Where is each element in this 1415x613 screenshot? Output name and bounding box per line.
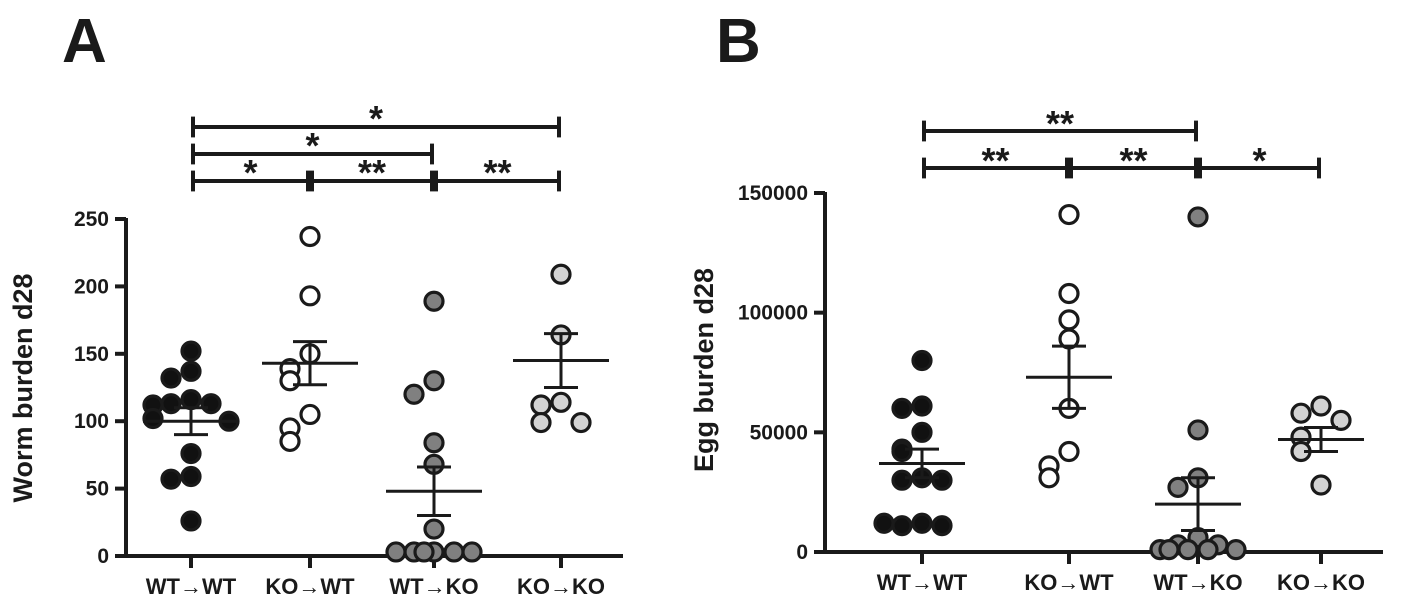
significance-label: * <box>369 98 383 139</box>
panel-letter: B <box>716 7 761 76</box>
data-point-wt-to-ko <box>1177 539 1199 561</box>
x-category-label: WT→KO <box>389 574 478 599</box>
y-tick-label: 0 <box>796 541 808 564</box>
y-axis-label: Worm burden d28 <box>8 273 38 502</box>
y-tick-label: 150 <box>74 343 109 366</box>
significance-label: * <box>243 152 257 193</box>
data-point-ko-to-ko <box>550 391 572 413</box>
significance-label: * <box>305 125 319 166</box>
panel-b: B Egg burden d28 0 50000 100000 150000 WT→WT KO… <box>689 7 1383 595</box>
y-tick-label: 100 <box>74 410 109 433</box>
data-point-ko-to-ko <box>570 411 592 434</box>
y-tick-label: 200 <box>74 275 109 298</box>
x-category-label: WT→WT <box>146 574 237 599</box>
data-point-wt-to-ko <box>385 541 407 563</box>
data-point-wt-to-ko <box>1167 476 1189 498</box>
data-point-wt-to-wt <box>180 389 202 411</box>
y-tick-label: 50000 <box>750 421 808 444</box>
data-point-wt-to-ko <box>1187 419 1209 441</box>
x-category-label: KO→WT <box>265 574 355 599</box>
data-point-wt-to-wt <box>911 395 933 417</box>
x-category-label: WT→WT <box>877 570 968 595</box>
data-point-wt-to-wt <box>891 397 913 419</box>
data-point-ko-to-wt <box>299 285 321 307</box>
data-point-wt-to-ko <box>423 518 445 540</box>
data-point-ko-to-ko <box>1330 409 1352 431</box>
y-axis-label: Egg burden d28 <box>689 268 719 472</box>
data-point-ko-to-ko <box>530 394 552 416</box>
data-point-wt-to-ko <box>423 432 445 454</box>
data-point-ko-to-wt <box>1058 282 1080 305</box>
data-point-ko-to-wt <box>279 370 301 392</box>
data-point-ko-to-wt <box>1058 309 1080 331</box>
data-point-wt-to-wt <box>160 393 182 415</box>
data-point-wt-to-ko <box>1225 539 1247 561</box>
data-point-wt-to-wt <box>142 407 164 430</box>
data-point-wt-to-wt <box>180 442 202 465</box>
data-point-wt-to-ko <box>1187 206 1209 228</box>
significance-label: ** <box>1046 103 1074 144</box>
data-point-wt-to-wt <box>931 515 953 537</box>
significance-label: ** <box>981 140 1009 181</box>
significance-label: ** <box>483 152 511 193</box>
y-tick-label: 100000 <box>738 302 808 325</box>
data-point-ko-to-wt <box>299 225 321 248</box>
x-category-label: WT→KO <box>1153 570 1242 595</box>
data-point-wt-to-wt <box>911 421 933 443</box>
data-point-ko-to-ko <box>1310 474 1332 496</box>
data-point-ko-to-ko <box>550 263 572 285</box>
y-tick-label: 250 <box>74 208 109 231</box>
data-point-wt-to-wt <box>180 360 202 382</box>
data-point-wt-to-wt <box>160 367 182 389</box>
data-point-ko-to-wt <box>1058 203 1080 226</box>
y-tick-label: 150000 <box>738 182 808 205</box>
data-point-ko-to-wt <box>1038 467 1060 489</box>
x-category-label: KO→KO <box>517 574 605 599</box>
data-point-ko-to-wt <box>279 430 301 453</box>
data-point-wt-to-wt <box>180 340 202 362</box>
data-point-ko-to-ko <box>1310 395 1332 417</box>
data-point-wt-to-wt <box>180 465 202 488</box>
data-point-wt-to-wt <box>911 349 933 372</box>
data-point-wt-to-ko <box>413 541 435 563</box>
data-point-wt-to-ko <box>461 541 483 563</box>
data-point-wt-to-wt <box>891 515 913 537</box>
data-point-ko-to-wt <box>299 403 321 426</box>
data-point-wt-to-ko <box>423 370 445 392</box>
data-point-wt-to-ko <box>403 383 425 405</box>
data-point-wt-to-ko <box>1158 539 1180 561</box>
panel-letter: A <box>62 7 107 76</box>
x-category-label: KO→KO <box>1277 570 1365 595</box>
data-point-wt-to-wt <box>891 440 913 463</box>
data-point-wt-to-wt <box>931 469 953 491</box>
panel-a: A Worm burden d28 0 50 100 150 200 250 WT→WT KO→W… <box>8 7 623 599</box>
significance-label: * <box>1252 140 1266 181</box>
data-point-ko-to-ko <box>1290 402 1312 424</box>
data-point-wt-to-ko <box>423 290 445 312</box>
data-point-wt-to-wt <box>891 469 913 491</box>
data-point-wt-to-ko <box>443 541 465 563</box>
significance-label: ** <box>1119 140 1147 181</box>
data-point-wt-to-wt <box>200 393 222 415</box>
data-point-wt-to-wt <box>180 510 202 532</box>
y-tick-label: 50 <box>86 478 109 501</box>
data-point-ko-to-ko <box>530 411 552 434</box>
data-point-wt-to-wt <box>873 512 895 534</box>
x-category-label: KO→WT <box>1024 570 1114 595</box>
data-point-wt-to-ko <box>1197 539 1219 561</box>
data-point-ko-to-wt <box>1058 440 1080 463</box>
y-tick-label: 0 <box>97 545 109 568</box>
data-point-wt-to-wt <box>911 512 933 534</box>
data-point-wt-to-wt <box>160 468 182 490</box>
significance-label: ** <box>358 152 386 193</box>
